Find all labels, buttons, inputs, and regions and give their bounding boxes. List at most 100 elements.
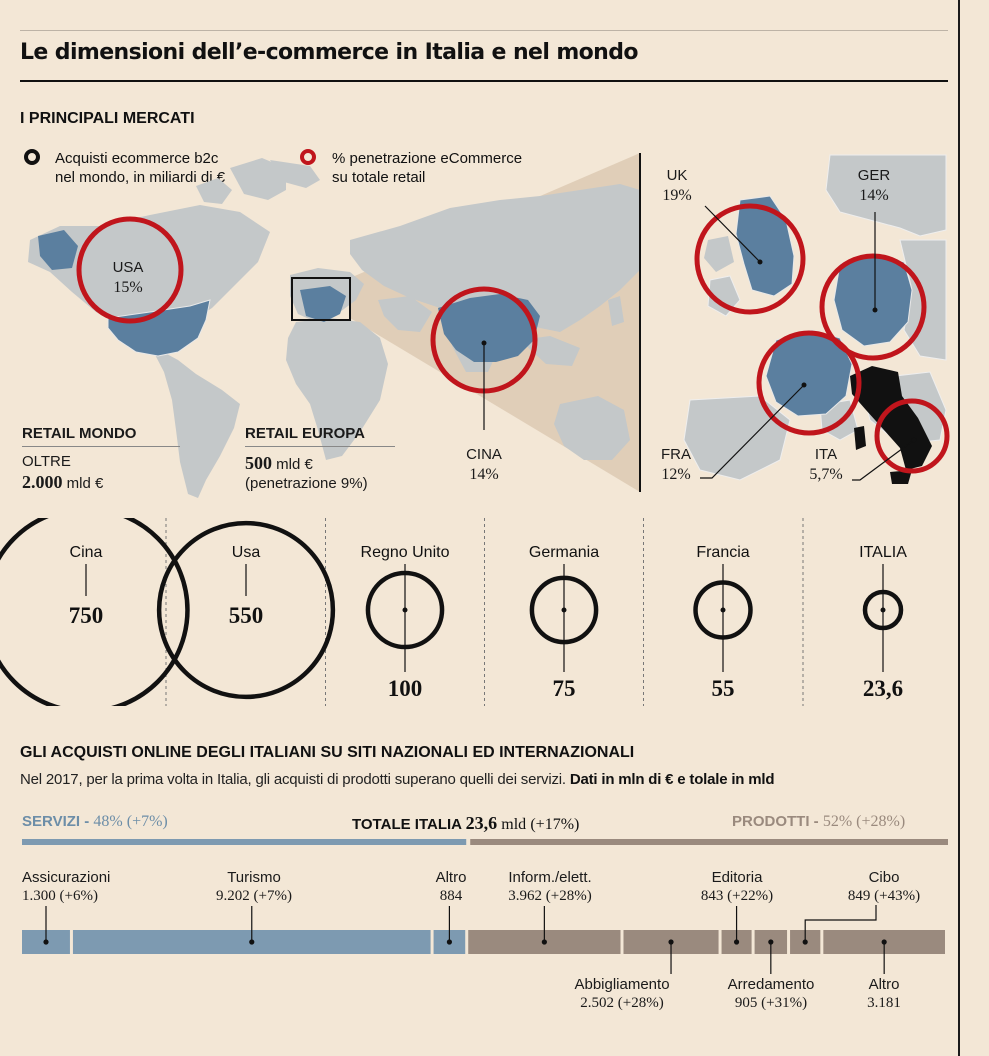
- ireland-shape: [704, 236, 734, 272]
- bubble-value-label: 55: [712, 676, 735, 701]
- segment-name: Arredamento: [727, 976, 815, 993]
- bar-segment-dot: [43, 939, 49, 945]
- bubble-value-label: 100: [388, 676, 423, 701]
- bubble-center-dot: [720, 607, 726, 613]
- bar-leader-line: [804, 905, 877, 942]
- segment-label-inform-elett-: Inform./elett. 3.962 (+28%): [470, 868, 630, 906]
- bubble-label-bg: [206, 540, 286, 658]
- segment-label-altro: Altro 3.181: [804, 975, 964, 1013]
- segment-name: Assicurazioni: [22, 869, 111, 886]
- bubble-chart: Cina 750 Usa 550 Regno Unito 100 Germania 75 Fra…: [0, 518, 907, 706]
- legend-black-ring-icon: [24, 149, 40, 165]
- map-label-fra: FRA 12%: [661, 446, 691, 483]
- bubble-category-label: Cina: [70, 544, 103, 561]
- bubble-category-label: Regno Unito: [361, 544, 450, 561]
- retail-europa-note: (penetrazione 9%): [245, 475, 368, 492]
- italy-leader-line: [852, 439, 915, 481]
- sicily-shape: [890, 470, 912, 484]
- segment-value: 849 (+43%): [847, 888, 921, 904]
- bar-segment-dot: [668, 939, 674, 945]
- segment-value: 905 (+31%): [734, 995, 808, 1011]
- usa-shape: [107, 299, 211, 357]
- bar-segment-dot: [249, 939, 255, 945]
- retail-europa-heading: RETAIL EUROPA: [245, 425, 366, 442]
- segment-label-cibo: Cibo 849 (+43%): [804, 868, 964, 906]
- bar-segment-dot: [802, 939, 808, 945]
- bubble-cina: [0, 518, 190, 706]
- retail-mondo-line1: OLTRE: [22, 453, 71, 470]
- servizi-header: SERVIZI - 48% (+7%): [22, 813, 168, 830]
- segment-label-arredamento: Arredamento 905 (+31%): [691, 975, 851, 1013]
- bubble-center-dot: [402, 607, 408, 613]
- segment-name: Cibo: [868, 869, 900, 886]
- bar-segment-dot: [541, 939, 547, 945]
- servizi-rule: [22, 839, 467, 845]
- france-ring: [756, 330, 862, 436]
- europe-zoom-box: [291, 277, 351, 321]
- bar-segment-dot: [733, 939, 740, 945]
- legend-black-text: Acquisti ecommerce b2c nel mondo, in mil…: [55, 150, 226, 186]
- bubble-value-label: 750: [69, 603, 104, 628]
- bubble-category-label: Francia: [696, 544, 749, 561]
- bubble-value-label: 75: [553, 676, 576, 701]
- europe-shape: [300, 286, 346, 322]
- uk-leader-line: [704, 205, 761, 263]
- segment-value: 3.181: [867, 995, 901, 1011]
- bubble-category-label: Germania: [529, 544, 599, 561]
- italy-ring: [874, 398, 950, 474]
- segment-label-assicurazioni: Assicurazioni 1.300 (+6%): [22, 868, 110, 906]
- retail-mondo-heading: RETAIL MONDO: [22, 425, 137, 442]
- segment-name: Turismo: [227, 869, 281, 886]
- map-label-cina: CINA 14%: [466, 446, 502, 483]
- bubble-value-label: 550: [229, 603, 264, 628]
- china-shape: [438, 294, 540, 362]
- uk-shape: [735, 195, 795, 297]
- segment-name: Editoria: [711, 869, 763, 886]
- stacked-bar-chart: [22, 839, 948, 974]
- right-border: [958, 0, 960, 1056]
- segment-value: 1.300 (+6%): [22, 888, 98, 904]
- segment-name: Altro: [868, 976, 900, 993]
- italy-shape: [850, 366, 932, 470]
- segment-value: 884: [439, 888, 463, 904]
- prodotti-rule: [470, 839, 948, 845]
- uk-ring: [694, 203, 806, 315]
- bubble-category-label: Usa: [232, 544, 261, 561]
- bar-segment-dot: [446, 939, 453, 945]
- bar-segment-dot: [881, 939, 887, 945]
- retail-mondo-value: 2.000 mld €: [22, 472, 104, 492]
- map-label-ita: ITA 5,7%: [809, 446, 843, 483]
- bar-segment-dot: [768, 939, 774, 945]
- segment-value: 2.502 (+28%): [580, 995, 664, 1011]
- title-rule: [20, 80, 948, 82]
- bubble-center-dot: [561, 607, 567, 613]
- prodotti-header: PRODOTTI - 52% (+28%): [732, 813, 906, 830]
- section-heading-markets: I PRINCIPALI MERCATI: [20, 110, 195, 127]
- segment-label-editoria: Editoria 843 (+22%): [657, 868, 817, 906]
- legend-red-text: % penetrazione eCommerce su totale retai…: [332, 150, 523, 186]
- segment-label-turismo: Turismo 9.202 (+7%): [174, 868, 334, 906]
- totale-header: TOTALE ITALIA 23,6 mld (+17%): [352, 813, 580, 833]
- segment-value: 9.202 (+7%): [216, 888, 292, 904]
- usa-ring: [76, 216, 184, 324]
- retail-europa-value: 500 mld €: [245, 453, 313, 473]
- bubble-value-label: 23,6: [863, 676, 903, 701]
- legend-red-ring-icon: [300, 149, 316, 165]
- segment-value: 843 (+22%): [700, 888, 774, 904]
- map-label-ger: GER 14%: [857, 167, 891, 204]
- top-rule: [20, 30, 948, 31]
- segment-name: Inform./elett.: [508, 869, 592, 886]
- alaska-shape: [38, 230, 78, 270]
- germany-shape: [833, 253, 913, 347]
- segment-value: 3.962 (+28%): [508, 888, 592, 904]
- map-label-uk: UK 19%: [662, 167, 692, 204]
- bubble-label-bg: [46, 540, 126, 658]
- segment-label-altro: Altro 884: [371, 868, 531, 906]
- retail-europa-rule: [245, 446, 395, 447]
- segment-name: Abbigliamento: [574, 976, 670, 993]
- page-title: Le dimensioni dell’e-commerce in Italia …: [20, 40, 638, 65]
- world-map: [28, 153, 950, 498]
- segment-label-abbigliamento: Abbigliamento 2.502 (+28%): [542, 975, 702, 1013]
- bubble-center-dot: [880, 607, 886, 613]
- segment-name: Altro: [435, 869, 467, 886]
